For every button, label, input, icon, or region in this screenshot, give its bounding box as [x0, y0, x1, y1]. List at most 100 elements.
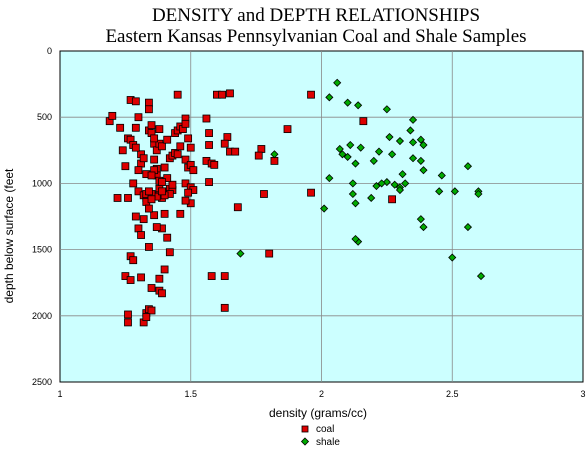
- chart-subtitle: Eastern Kansas Pennsylvanian Coal and Sh…: [105, 26, 526, 47]
- x-tick-label: 2: [319, 389, 324, 399]
- shale-point: [463, 162, 473, 171]
- shale-point: [406, 126, 415, 135]
- shale-point: [463, 223, 473, 232]
- y-tick-label: 2000: [32, 311, 52, 321]
- shale-point: [369, 156, 378, 165]
- coal-point: [150, 155, 159, 164]
- coal-point: [165, 248, 174, 257]
- coal-point: [152, 223, 161, 231]
- coal-point: [108, 111, 117, 120]
- coal-point: [158, 142, 166, 151]
- y-tick-label: 1000: [32, 178, 52, 188]
- coal-point: [202, 114, 211, 123]
- shale-point: [377, 179, 386, 188]
- coal-point: [134, 187, 143, 196]
- y-axis-ticks: 0 500 1000 1500 2000 2500: [32, 46, 52, 387]
- shale-point: [335, 144, 344, 154]
- shale-point: [382, 105, 391, 114]
- coal-point: [223, 133, 232, 141]
- shale-point: [437, 171, 446, 180]
- coal-point: [131, 97, 140, 106]
- coal-point: [176, 209, 185, 218]
- coal-point: [260, 190, 268, 198]
- coal-point: [233, 203, 242, 212]
- coal-point: [155, 125, 164, 134]
- shale-point: [351, 159, 360, 168]
- coal-point: [124, 310, 132, 319]
- coal-point: [181, 196, 190, 205]
- coal-point: [160, 209, 169, 218]
- shale-point: [401, 179, 410, 188]
- x-tick-label: 1.5: [184, 389, 197, 399]
- coal-point: [359, 117, 368, 126]
- shale-point: [419, 223, 428, 232]
- coal-point: [388, 195, 397, 204]
- coal-point: [189, 166, 198, 175]
- coal-point: [163, 233, 172, 242]
- legend-shale-label: shale: [316, 437, 340, 448]
- coal-point: [145, 243, 153, 251]
- shale-point: [372, 181, 381, 191]
- data-points: [105, 78, 486, 327]
- shale-point: [354, 101, 363, 110]
- shale-point: [416, 156, 425, 165]
- grid-lines: [60, 51, 583, 382]
- coal-point: [181, 119, 190, 128]
- shale-point: [408, 115, 418, 124]
- coal-point: [129, 256, 138, 265]
- coal-point: [283, 125, 292, 134]
- coal-point: [142, 313, 151, 322]
- coal-point: [145, 105, 153, 114]
- coal-point: [124, 318, 132, 327]
- coal-point: [270, 156, 279, 165]
- shale-point: [325, 174, 334, 183]
- coal-point: [158, 178, 166, 186]
- y-tick-label: 2500: [32, 377, 52, 387]
- coal-point: [116, 123, 125, 132]
- y-tick-label: 1500: [32, 245, 52, 255]
- coal-point: [147, 284, 156, 292]
- coal-point: [121, 162, 130, 171]
- shale-point: [390, 180, 399, 189]
- legend-coal-label: coal: [316, 424, 334, 435]
- shale-point: [320, 204, 329, 213]
- shale-point: [408, 138, 418, 147]
- shale-point: [398, 170, 407, 179]
- coal-point: [173, 90, 182, 99]
- shale-point: [236, 249, 245, 258]
- coal-point: [220, 272, 229, 280]
- x-axis-ticks: 1 1.5 2 2.5 3: [57, 389, 585, 399]
- coal-point: [176, 142, 185, 151]
- coal-point: [218, 90, 227, 99]
- coal-point: [184, 134, 193, 143]
- shale-point: [351, 199, 360, 208]
- coal-point: [155, 274, 164, 283]
- shale-point: [408, 154, 418, 163]
- coal-point: [181, 155, 190, 164]
- coal-point: [113, 194, 122, 202]
- shale-point: [356, 143, 365, 152]
- coal-point: [205, 129, 213, 137]
- coal-point: [131, 212, 140, 221]
- shale-point: [450, 187, 459, 196]
- shale-point: [333, 78, 342, 87]
- coal-point: [145, 98, 153, 107]
- coal-point: [163, 135, 172, 144]
- shale-point: [435, 187, 444, 196]
- shale-point: [419, 140, 428, 150]
- coal-point: [210, 160, 219, 169]
- coal-point: [131, 143, 140, 152]
- coal-point: [254, 151, 263, 160]
- legend-coal-marker: [301, 425, 309, 433]
- coal-point: [220, 303, 229, 312]
- coal-point: [184, 188, 193, 197]
- coal-point: [131, 123, 140, 132]
- shale-point: [346, 140, 355, 150]
- shale-point: [476, 272, 486, 281]
- x-tick-label: 2.5: [446, 389, 459, 399]
- coal-point: [118, 146, 127, 155]
- coal-point: [226, 89, 234, 98]
- coal-point: [186, 143, 195, 152]
- coal-point: [168, 180, 177, 189]
- coal-point: [137, 273, 145, 282]
